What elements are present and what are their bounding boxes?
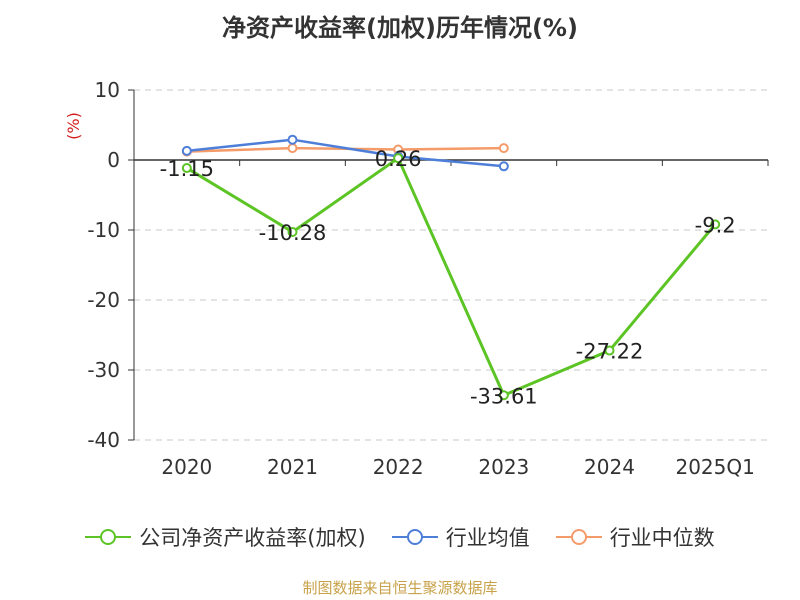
data-point: [393, 153, 404, 164]
axes: [128, 89, 769, 441]
series-line-0: [186, 156, 717, 397]
data-point: [498, 143, 509, 154]
data-label: -33.61: [470, 384, 538, 408]
data-point: [498, 161, 509, 172]
grid-lines: [134, 89, 768, 441]
data-point: [181, 145, 192, 156]
x-tick-label: 2023: [478, 455, 529, 479]
legend-item-company[interactable]: 公司净资产收益率(加权): [85, 522, 366, 552]
y-tick-label: -20: [87, 288, 120, 312]
legend-swatch-industry-median: [555, 529, 602, 545]
legend-swatch-company: [85, 529, 132, 545]
x-tick-label: 2020: [161, 455, 212, 479]
y-tick-labels: 10 0 -10 -20 -30 -40: [87, 78, 120, 452]
data-label: -10.28: [259, 221, 327, 245]
data-point: [710, 219, 721, 230]
x-tick-labels: 2020 2021 2022 2023 2024 2025Q1: [161, 455, 754, 479]
legend: 公司净资产收益率(加权) 行业均值 行业中位数: [0, 520, 800, 554]
data-label: -27.22: [576, 340, 644, 364]
data-point: [604, 345, 615, 356]
data-point: [287, 143, 298, 154]
data-label: -9.2: [695, 213, 736, 237]
data-label: -1.15: [160, 157, 214, 181]
x-tick-label: 2021: [267, 455, 318, 479]
x-tick-label: 2024: [584, 455, 635, 479]
series-group: [181, 134, 721, 401]
data-point: [287, 134, 298, 145]
x-tick-label: 2025Q1: [675, 455, 754, 479]
data-point: [181, 163, 192, 174]
data-point: [287, 226, 298, 237]
data-point: [498, 390, 509, 401]
y-tick-label: -10: [87, 218, 120, 242]
legend-label-industry-median: 行业中位数: [609, 526, 715, 550]
data-labels: -1.15 -10.28 0.26 -33.61 -27.22 -9.2: [160, 147, 736, 408]
x-tick-label: 2022: [373, 455, 424, 479]
legend-swatch-industry-mean: [391, 529, 438, 545]
data-label: 0.26: [375, 147, 422, 171]
legend-label-industry-mean: 行业均值: [445, 526, 530, 550]
legend-item-industry-mean[interactable]: 行业均值: [391, 522, 530, 552]
y-axis-label: (%): [64, 112, 83, 140]
legend-label-company: 公司净资产收益率(加权): [139, 526, 366, 550]
source-note: 制图数据来自恒生聚源数据库: [302, 579, 498, 597]
chart-title: 净资产收益率(加权)历年情况(%): [222, 14, 578, 42]
series-line-1: [186, 138, 504, 168]
y-tick-label: 10: [95, 78, 120, 102]
y-tick-label: 0: [107, 148, 120, 172]
y-tick-label: -40: [87, 428, 120, 452]
legend-item-industry-median[interactable]: 行业中位数: [555, 522, 715, 552]
y-tick-label: -30: [87, 358, 120, 382]
